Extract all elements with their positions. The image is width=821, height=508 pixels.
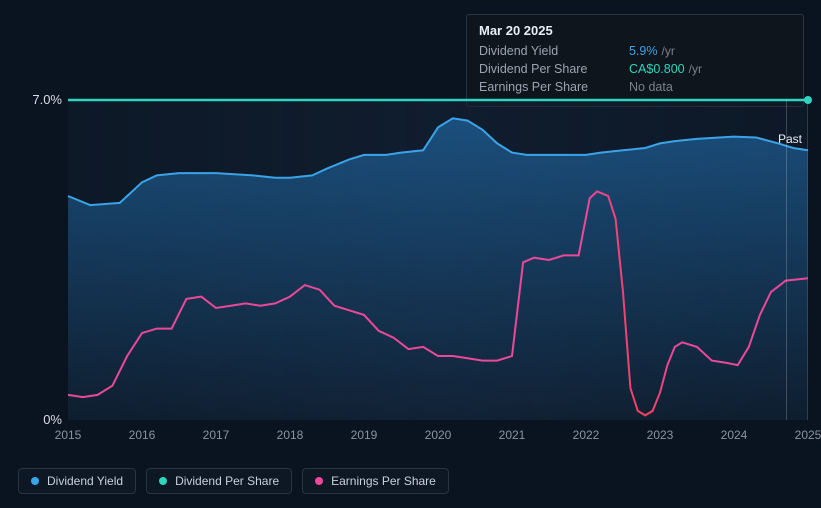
chart-legend: Dividend Yield Dividend Per Share Earnings… xyxy=(18,468,449,494)
x-axis-tick: 2024 xyxy=(721,428,748,442)
tooltip-row-unit: /yr xyxy=(662,44,675,58)
tooltip-row-unit: /yr xyxy=(689,62,702,76)
y-axis-tick: 0% xyxy=(43,412,62,427)
dividend-chart[interactable]: Past 7.0%0% 2015201620172018201920202021… xyxy=(18,90,808,450)
x-axis-tick: 2016 xyxy=(129,428,156,442)
tooltip-row-value: CA$0.800 xyxy=(629,62,685,76)
chart-svg xyxy=(68,100,808,420)
legend-item[interactable]: Earnings Per Share xyxy=(302,468,449,494)
legend-dot-icon xyxy=(31,477,39,485)
x-axis-tick: 2023 xyxy=(647,428,674,442)
x-axis-tick: 2017 xyxy=(203,428,230,442)
x-axis-tick: 2015 xyxy=(55,428,82,442)
legend-dot-icon xyxy=(315,477,323,485)
legend-label: Dividend Yield xyxy=(47,474,123,488)
x-axis-tick: 2019 xyxy=(351,428,378,442)
x-axis-tick: 2020 xyxy=(425,428,452,442)
tooltip-row-label: Dividend Yield xyxy=(479,44,629,58)
x-axis-tick: 2018 xyxy=(277,428,304,442)
tooltip-date: Mar 20 2025 xyxy=(479,23,791,38)
legend-item[interactable]: Dividend Yield xyxy=(18,468,136,494)
x-axis-tick: 2022 xyxy=(573,428,600,442)
x-axis-tick: 2021 xyxy=(499,428,526,442)
tooltip-row-label: Dividend Per Share xyxy=(479,62,629,76)
dividend-yield-area xyxy=(68,118,808,420)
legend-label: Earnings Per Share xyxy=(331,474,436,488)
legend-dot-icon xyxy=(159,477,167,485)
dividend-per-share-marker xyxy=(804,96,812,104)
legend-item[interactable]: Dividend Per Share xyxy=(146,468,292,494)
legend-label: Dividend Per Share xyxy=(175,474,279,488)
y-axis-tick: 7.0% xyxy=(32,92,62,107)
cursor-line xyxy=(786,100,787,420)
x-axis-tick: 2025 xyxy=(795,428,821,442)
tooltip-row: Dividend Yield5.9% /yr xyxy=(479,42,791,60)
tooltip-row-value: 5.9% xyxy=(629,44,658,58)
tooltip-row: Dividend Per ShareCA$0.800/yr xyxy=(479,60,791,78)
